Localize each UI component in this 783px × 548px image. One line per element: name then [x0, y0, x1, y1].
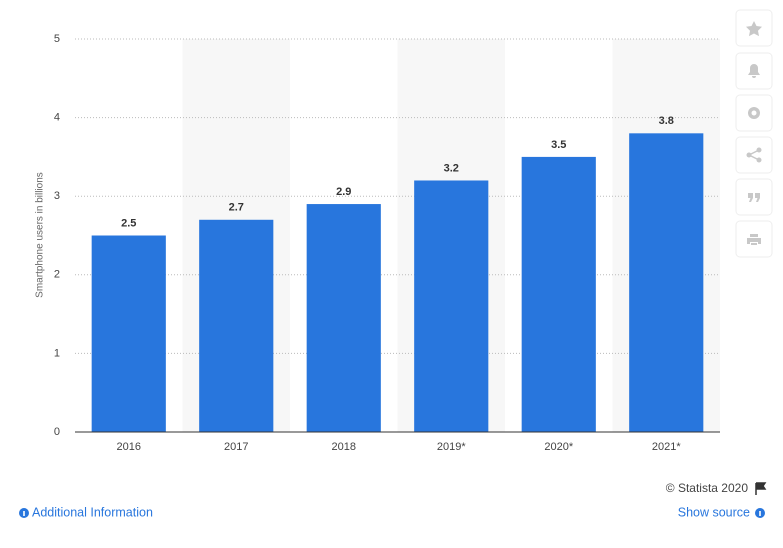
data-label: 3.8 [659, 115, 674, 127]
x-tick-label: 2018 [332, 441, 356, 453]
quote-icon [748, 193, 760, 202]
plot-area: 0 1 2 3 4 5 2.5 2016 2.7 2017 2.9 2018 3.2 2019* 3.5 20… [54, 33, 720, 453]
y-tick-label: 4 [54, 112, 60, 124]
bar [629, 133, 704, 432]
bar [91, 235, 166, 432]
x-tick-label: 2016 [117, 441, 141, 453]
x-tick-label: 2020* [544, 441, 573, 453]
x-tick-label: 2017 [224, 441, 248, 453]
cite-button[interactable] [735, 178, 773, 216]
y-tick-label: 2 [54, 269, 60, 281]
flag-icon [755, 482, 767, 495]
y-tick-label: 0 [54, 426, 60, 438]
gear-hole [751, 110, 757, 116]
y-axis-label: Smartphone users in billions [35, 172, 46, 298]
bar [306, 204, 381, 432]
data-label: 3.5 [551, 139, 566, 151]
bar [521, 156, 596, 432]
share-button[interactable] [735, 136, 773, 174]
star-icon [746, 21, 762, 37]
y-tick-label: 5 [54, 33, 60, 45]
data-label: 3.2 [444, 162, 459, 174]
info-link[interactable]: Additional Information [32, 505, 153, 519]
print-icon [747, 234, 761, 245]
data-label: 2.5 [121, 217, 136, 229]
source-info-icon-stem [759, 511, 761, 516]
toolbar [735, 9, 773, 258]
data-label: 2.9 [336, 186, 351, 198]
info-icon-stem [23, 511, 25, 516]
bell-icon [748, 64, 760, 78]
x-tick-label: 2019* [437, 441, 466, 453]
bar [414, 180, 489, 432]
bar [199, 219, 274, 432]
y-tick-label: 3 [54, 190, 60, 202]
share-icon [746, 147, 762, 163]
x-tick-label: 2021* [652, 441, 681, 453]
data-label: 2.7 [229, 202, 244, 214]
source-link[interactable]: Show source [678, 505, 750, 519]
credit: © Statista 2020 [666, 481, 749, 495]
y-tick-label: 1 [54, 347, 60, 359]
